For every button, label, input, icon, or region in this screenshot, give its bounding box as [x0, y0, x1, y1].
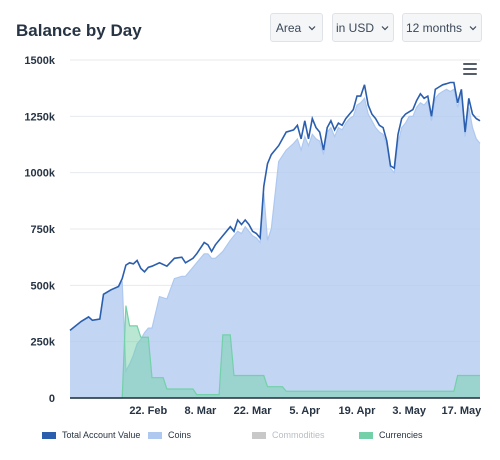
legend-swatch-commodities: [252, 431, 266, 439]
legend-label-coins: Coins: [168, 430, 192, 440]
y-tick-label: 1250k: [24, 111, 55, 123]
y-tick-label: 250k: [31, 337, 56, 349]
legend-label-commodities: Commodities: [272, 430, 325, 440]
series-line-coins: [69, 88, 481, 374]
x-tick-label: 8. Mar: [185, 405, 218, 417]
legend-swatch-coins: [148, 431, 162, 439]
x-tick-label: 22. Feb: [129, 405, 167, 417]
series-line-currencies: [70, 305, 480, 399]
x-tick-label: 22. Mar: [234, 405, 273, 417]
range-dropdown[interactable]: 12 months: [402, 13, 482, 42]
legend-label-currencies: Currencies: [379, 430, 423, 440]
chevron-down-icon: [308, 25, 316, 30]
series-line-total: [69, 81, 481, 332]
hamburger-menu-icon[interactable]: [463, 63, 477, 75]
legend-swatch-currencies: [359, 431, 373, 439]
legend-item-currencies[interactable]: Currencies: [359, 430, 423, 440]
range-value: 12 months: [405, 20, 463, 35]
y-tick-label: 750k: [31, 224, 56, 236]
legend-item-commodities[interactable]: Commodities: [252, 430, 325, 440]
legend-item-total[interactable]: Total Account Value: [42, 430, 140, 440]
y-tick-label: 1000k: [24, 168, 55, 180]
currency-dropdown[interactable]: in USD: [332, 13, 394, 42]
chevron-down-icon: [469, 25, 477, 30]
chart-title: Balance by Day: [16, 21, 142, 40]
series-area-coins: [70, 89, 480, 399]
chart-type-dropdown[interactable]: Area: [270, 13, 323, 42]
x-tick-label: 17. May: [441, 405, 482, 417]
legend-item-coins[interactable]: Coins: [148, 430, 191, 440]
chevron-down-icon: [381, 25, 389, 30]
legend-label-total: Total Account Value: [62, 430, 141, 440]
y-tick-label: 0: [49, 393, 55, 405]
y-tick-label: 1500k: [24, 55, 55, 67]
x-tick-label: 5. Apr: [289, 405, 320, 417]
currency-value: in USD: [335, 20, 374, 35]
legend-swatch-total: [42, 431, 56, 439]
x-tick-label: 19. Apr: [339, 405, 377, 417]
y-tick-label: 500k: [31, 280, 56, 292]
chart-type-value: Area: [275, 20, 302, 35]
x-tick-label: 3. May: [392, 405, 427, 417]
